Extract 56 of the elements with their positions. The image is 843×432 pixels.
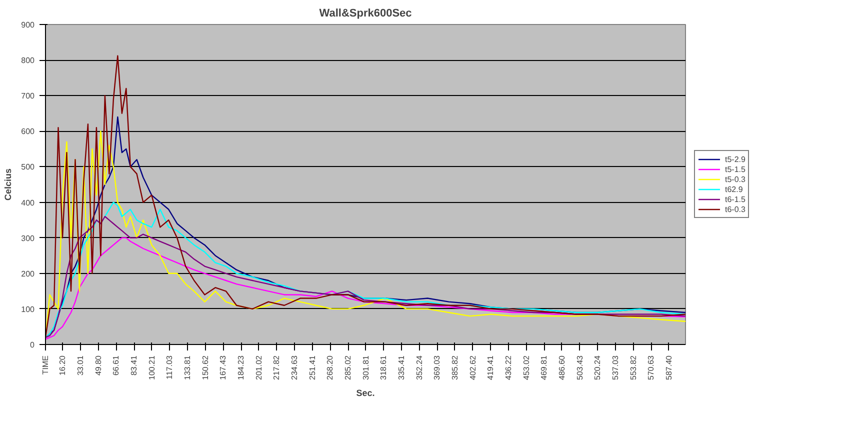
x-tick-label: 570.63	[646, 354, 656, 380]
x-tick-label: 268.20	[326, 354, 335, 380]
x-tick-label: 285.02	[344, 354, 353, 380]
y-tick-label: 200	[21, 269, 36, 278]
x-tick-label: TIME	[41, 356, 50, 375]
x-tick-label: 49.80	[94, 354, 103, 376]
legend-label: t62.9	[725, 184, 744, 194]
y-tick-label: 400	[21, 198, 36, 208]
legend-label: t6-0.3	[725, 204, 746, 214]
x-tick-label: 66.61	[112, 354, 121, 376]
x-tick-label: 150.62	[200, 354, 210, 380]
y-tick-label: 800	[21, 56, 36, 66]
x-tick-label: 352.24	[414, 354, 424, 380]
x-tick-label: 234.63	[290, 354, 300, 380]
x-tick-label: 385.82	[450, 354, 460, 380]
x-axis-title: Sec.	[356, 388, 375, 398]
x-tick-label: 318.61	[379, 354, 388, 380]
legend-label: t5-0.3	[725, 174, 746, 184]
x-tick-label: 251.41	[308, 354, 317, 380]
x-tick-label: 16.20	[58, 354, 68, 376]
y-axis-title: Celcius	[3, 168, 14, 201]
x-tick-label: 33.01	[76, 354, 86, 376]
y-tick-label: 300	[21, 234, 36, 243]
x-tick-label: 402.62	[468, 354, 478, 380]
x-tick-label: 587.40	[664, 354, 674, 380]
x-tick-label: 117.03	[165, 354, 174, 380]
x-tick-label: 419.41	[486, 354, 496, 380]
x-tick-label: 436.22	[504, 354, 513, 380]
x-tick-label: 335.41	[396, 354, 406, 380]
x-tick-label: 553.82	[628, 354, 638, 380]
y-tick-label: 700	[21, 92, 36, 101]
x-tick-label: 184.23	[236, 354, 246, 380]
x-tick-label: 201.02	[254, 354, 264, 380]
x-tick-label: 369.03	[432, 354, 442, 380]
chart-title: Wall&Sprk600Sec	[319, 8, 412, 20]
x-tick-label: 453.02	[522, 354, 531, 380]
y-tick-label: 0	[30, 340, 36, 350]
x-tick-label: 217.82	[272, 354, 282, 380]
x-tick-label: 167.43	[218, 354, 228, 380]
legend-label: t5-1.5	[725, 164, 746, 174]
legend-label: t5-2.9	[725, 154, 746, 164]
y-tick-label: 600	[21, 127, 36, 136]
x-tick-label: 486.60	[557, 354, 566, 380]
legend-label: t6-1.5	[725, 194, 746, 204]
x-tick-label: 83.41	[130, 354, 139, 376]
x-tick-label: 537.03	[610, 354, 620, 380]
x-tick-label: 100.21	[147, 354, 156, 380]
x-tick-label: 503.43	[575, 354, 584, 380]
line-series	[46, 55, 686, 338]
y-tick-label: 500	[21, 162, 36, 172]
x-tick-label: 520.24	[593, 354, 602, 380]
x-tick-label: 469.81	[540, 354, 549, 380]
x-tick-label: 301.81	[361, 354, 370, 380]
y-tick-label: 900	[21, 20, 36, 30]
x-tick-label: 133.81	[183, 354, 192, 380]
y-tick-label: 100	[21, 304, 36, 314]
